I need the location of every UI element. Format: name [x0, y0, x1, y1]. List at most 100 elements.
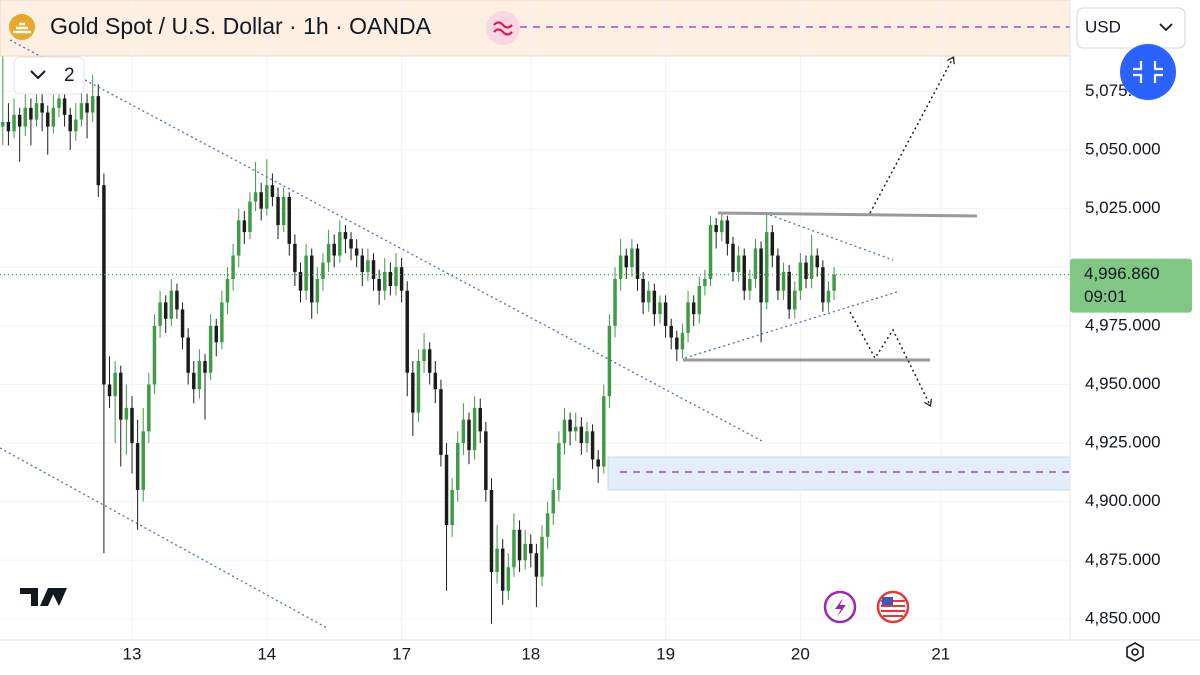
candle-body	[523, 543, 527, 561]
candle-body	[147, 384, 151, 432]
candle-body	[804, 262, 808, 279]
candle-body	[40, 103, 44, 113]
zone-rect	[607, 456, 1070, 491]
candle-body	[826, 290, 831, 303]
candle-body	[203, 361, 207, 373]
drawings	[520, 26, 1070, 491]
candle-body	[551, 489, 555, 514]
candle-body	[720, 220, 724, 233]
settings-icon[interactable]	[1126, 642, 1144, 662]
candle-body	[579, 426, 584, 444]
candle-body	[326, 243, 331, 263]
candle-body	[416, 361, 421, 413]
candle-body	[141, 431, 145, 490]
candle-body	[787, 271, 791, 310]
candle-body	[809, 255, 814, 279]
candle-body	[635, 248, 640, 279]
candle-body	[529, 543, 533, 554]
candle-body	[51, 107, 56, 127]
header-band	[0, 0, 1071, 57]
level-line	[717, 211, 978, 218]
candle-body	[253, 192, 258, 202]
candle-body	[220, 302, 224, 343]
y-tick-label: 4,950.000	[1085, 374, 1161, 393]
candle-body	[478, 407, 482, 432]
candle-body	[821, 267, 825, 303]
candle-body	[793, 290, 797, 310]
candle-body	[96, 96, 101, 186]
candle-body	[248, 201, 252, 233]
candle-body	[798, 262, 803, 291]
candle-body	[781, 271, 786, 291]
candle-body	[815, 255, 819, 268]
currency-select[interactable]	[1076, 7, 1186, 49]
candle-body	[613, 278, 617, 326]
candle-body	[68, 114, 72, 132]
candle-body	[703, 278, 707, 287]
candle-body	[360, 255, 365, 272]
indicator-icon[interactable]	[486, 11, 520, 45]
candle-body	[90, 96, 95, 113]
candle-body	[152, 325, 157, 385]
candle-body	[427, 349, 432, 373]
candle-body	[495, 548, 499, 573]
y-tick-label: 5,025.000	[1085, 198, 1161, 217]
x-tick-label: 14	[257, 644, 276, 663]
candle-body	[596, 459, 600, 467]
candle-body	[79, 103, 84, 120]
candle-body	[338, 232, 342, 256]
candle-body	[29, 107, 33, 120]
fullscreen-glyph	[1133, 61, 1163, 83]
candle-body	[102, 185, 106, 385]
candle-body	[652, 290, 657, 315]
candle-body	[708, 225, 713, 279]
candle-body	[186, 337, 190, 373]
candle-body	[1, 121, 5, 127]
candle-body	[85, 103, 89, 113]
candle-body	[534, 553, 539, 577]
candle-body	[540, 536, 544, 577]
candle-body	[433, 372, 438, 390]
candle-body	[124, 407, 129, 420]
indicator-icon-glyph	[493, 21, 513, 36]
candle-body	[753, 248, 758, 279]
y-tick-label: 4,975.000	[1085, 315, 1161, 334]
drawings	[0, 39, 978, 629]
candle-body	[265, 185, 269, 209]
candle-body	[776, 255, 780, 291]
candle-body	[315, 278, 320, 303]
candle-body	[309, 255, 314, 303]
candle-body	[568, 419, 572, 432]
indicator-count: 2	[64, 65, 75, 86]
candle-body	[691, 302, 696, 315]
candle-body	[57, 98, 61, 108]
candle-body	[562, 419, 567, 444]
candle-body	[158, 302, 162, 326]
candle-body	[208, 325, 213, 373]
candle-body	[394, 267, 398, 287]
candle-body	[242, 220, 247, 233]
projection-arrow	[849, 311, 930, 405]
y-tick-label: 5,050.000	[1085, 140, 1161, 159]
indicator-toggle[interactable]	[13, 56, 85, 95]
candle-body	[293, 243, 297, 272]
candle-body	[461, 419, 466, 444]
candle-body	[163, 302, 168, 319]
x-tick-label: 13	[123, 644, 142, 663]
tv-logo[interactable]	[20, 588, 67, 606]
candle-body	[34, 103, 39, 120]
candle-body	[197, 361, 202, 390]
candle-body	[107, 384, 112, 397]
candle-body	[585, 431, 589, 444]
y-tick-label: 4,925.000	[1085, 433, 1161, 452]
candles	[0, 56, 1070, 624]
candle-body	[281, 196, 286, 226]
x-tick-label: 20	[791, 644, 810, 663]
candle-body	[512, 529, 516, 568]
candle-body	[343, 232, 348, 240]
candle-body	[675, 337, 679, 350]
candle-body	[388, 271, 393, 287]
fullscreen-button[interactable]	[1120, 44, 1176, 100]
candle-body	[405, 290, 409, 373]
